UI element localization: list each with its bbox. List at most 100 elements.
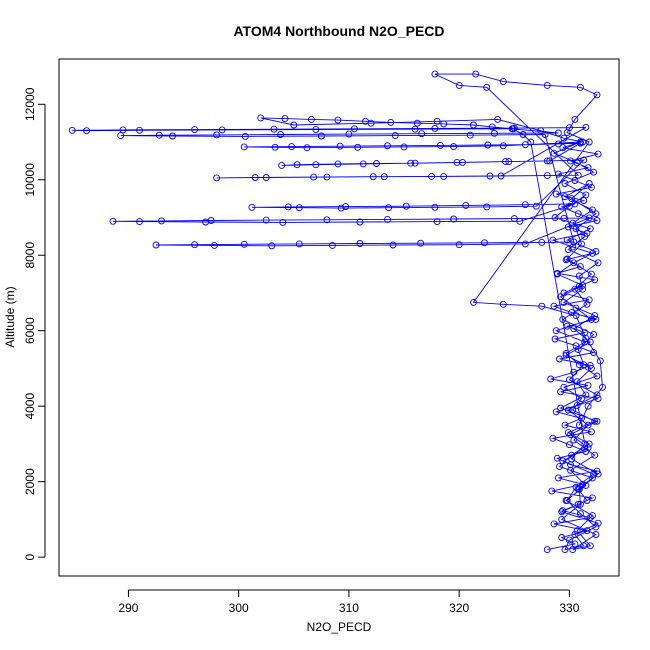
data-point bbox=[576, 263, 584, 271]
data-point bbox=[593, 417, 601, 425]
data-point bbox=[323, 216, 331, 224]
data-point bbox=[562, 497, 570, 504]
data-point bbox=[257, 114, 265, 122]
data-point bbox=[564, 406, 572, 414]
data-point bbox=[559, 507, 567, 515]
data-point bbox=[312, 161, 320, 169]
data-point bbox=[587, 428, 595, 436]
data-point bbox=[565, 376, 573, 384]
data-point bbox=[562, 256, 570, 264]
data-point bbox=[207, 217, 215, 224]
data-point bbox=[594, 519, 602, 527]
data-point bbox=[284, 203, 292, 211]
data-point bbox=[590, 331, 598, 338]
data-point bbox=[586, 338, 594, 346]
x-tick-label: 310 bbox=[339, 601, 359, 615]
data-point bbox=[450, 143, 458, 151]
data-point bbox=[593, 91, 601, 99]
data-point bbox=[575, 485, 583, 493]
data-point bbox=[590, 470, 598, 478]
data-point bbox=[594, 395, 602, 403]
data-point bbox=[470, 121, 477, 129]
data-point bbox=[587, 183, 595, 191]
data-point bbox=[565, 441, 573, 449]
data-point bbox=[490, 129, 498, 137]
x-tick-label: 320 bbox=[449, 601, 469, 615]
data-point bbox=[537, 127, 545, 135]
data-point bbox=[83, 127, 91, 135]
data-point bbox=[521, 141, 529, 149]
data-point bbox=[350, 125, 358, 133]
data-point bbox=[502, 158, 509, 166]
data-point bbox=[136, 218, 143, 226]
data-point bbox=[433, 117, 441, 125]
data-point bbox=[574, 500, 582, 508]
data-point bbox=[561, 421, 569, 429]
data-point bbox=[268, 242, 276, 250]
data-point bbox=[359, 160, 367, 168]
y-tick-label: 8000 bbox=[23, 242, 37, 269]
data-point bbox=[569, 546, 577, 554]
y-tick-label: 12000 bbox=[23, 87, 37, 121]
data-point bbox=[117, 132, 125, 140]
data-point bbox=[411, 125, 419, 133]
data-point bbox=[543, 172, 551, 180]
data-point bbox=[589, 494, 596, 502]
data-point bbox=[561, 546, 569, 554]
data-point bbox=[585, 180, 593, 187]
data-point bbox=[575, 361, 583, 369]
data-point bbox=[384, 142, 391, 150]
data-point bbox=[400, 143, 408, 151]
data-point bbox=[290, 121, 298, 129]
data-point bbox=[572, 304, 580, 312]
data-point bbox=[580, 156, 588, 164]
data-point bbox=[550, 149, 558, 157]
data-point bbox=[556, 463, 563, 471]
data-point bbox=[440, 172, 448, 180]
data-point bbox=[591, 417, 599, 425]
data-point bbox=[570, 259, 578, 267]
data-point bbox=[592, 248, 600, 255]
data-point bbox=[554, 474, 562, 482]
data-point bbox=[538, 238, 546, 246]
data-point bbox=[582, 334, 590, 342]
data-point bbox=[136, 126, 143, 134]
data-point bbox=[593, 217, 601, 224]
data-point bbox=[389, 241, 397, 249]
data-point bbox=[567, 431, 574, 438]
data-point bbox=[560, 214, 568, 222]
data-point bbox=[549, 236, 557, 244]
data-point bbox=[559, 457, 567, 465]
data-point bbox=[561, 193, 569, 201]
data-point bbox=[559, 315, 567, 323]
data-point bbox=[557, 388, 565, 396]
data-point bbox=[570, 436, 578, 444]
data-point bbox=[462, 201, 470, 209]
data-point bbox=[573, 378, 581, 386]
data-point bbox=[584, 164, 592, 172]
data-point bbox=[578, 240, 585, 248]
data-point bbox=[582, 191, 590, 199]
data-point bbox=[593, 372, 601, 380]
data-point bbox=[586, 361, 594, 369]
data-point bbox=[574, 346, 582, 354]
data-point bbox=[240, 240, 248, 248]
data-point bbox=[262, 216, 270, 224]
data-point bbox=[554, 129, 562, 137]
data-point bbox=[585, 440, 593, 448]
data-point bbox=[585, 296, 593, 304]
data-point bbox=[584, 402, 592, 410]
data-point bbox=[328, 241, 336, 249]
data-point bbox=[251, 174, 259, 181]
data-point bbox=[558, 515, 566, 523]
data-point bbox=[557, 293, 565, 301]
x-axis-label: N2O_PECD bbox=[307, 620, 372, 634]
data-point bbox=[278, 161, 286, 169]
data-point bbox=[571, 285, 579, 293]
data-point bbox=[541, 131, 549, 138]
data-point bbox=[570, 368, 578, 376]
data-point bbox=[570, 238, 578, 246]
data-point bbox=[563, 322, 571, 330]
data-point bbox=[558, 534, 566, 541]
